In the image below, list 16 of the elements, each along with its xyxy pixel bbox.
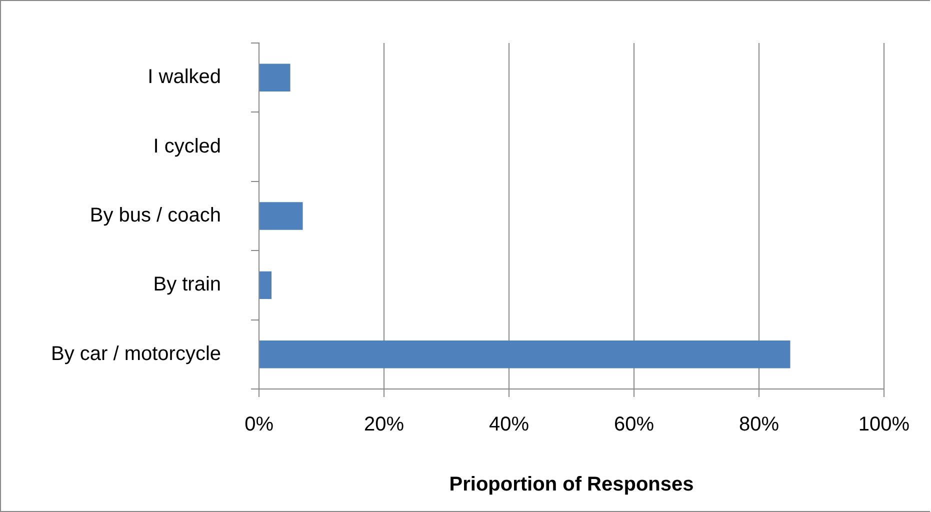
x-tick-label: 0% bbox=[244, 414, 274, 436]
y-tick-label: I cycled bbox=[153, 135, 222, 158]
y-tick-label: By car / motorcycle bbox=[50, 342, 222, 365]
bar bbox=[260, 64, 290, 92]
x-tick-label: 60% bbox=[614, 414, 654, 436]
y-tick-label: I walked bbox=[148, 66, 222, 88]
bar bbox=[260, 202, 303, 230]
x-tick-label: 80% bbox=[738, 414, 780, 436]
x-axis-title: Prioportion of Responses bbox=[449, 474, 694, 496]
x-tick-label: 40% bbox=[489, 414, 530, 436]
x-tick-label: 100% bbox=[858, 414, 910, 436]
y-tick-label: By train bbox=[153, 274, 222, 296]
x-tick-label: 20% bbox=[364, 414, 404, 436]
y-tick-label: By bus / coach bbox=[90, 204, 222, 227]
bar bbox=[260, 340, 790, 368]
bar bbox=[260, 271, 272, 300]
